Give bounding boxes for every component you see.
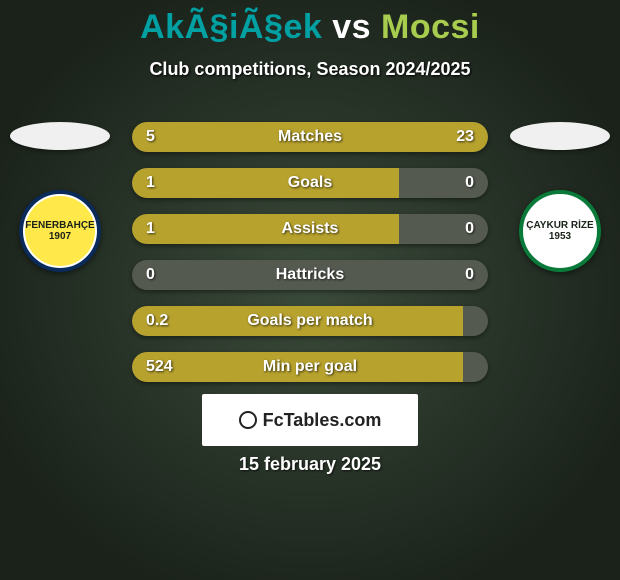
club-logo-right-label: ÇAYKUR RİZE 1953	[525, 196, 595, 266]
stat-label: Matches	[132, 122, 488, 152]
team-right-column: ÇAYKUR RİZE 1953	[500, 122, 620, 272]
competition-subtitle: Club competitions, Season 2024/2025	[0, 59, 620, 80]
stat-label: Min per goal	[132, 352, 488, 382]
stat-row: 523Matches	[132, 122, 488, 152]
club-logo-left-label: FENERBAHÇE 1907	[25, 196, 95, 266]
stat-row: 10Goals	[132, 168, 488, 198]
stats-bars-container: 523Matches 10Goals 10Assists 00Hattricks 0.2…	[132, 122, 488, 398]
footer-date: 15 february 2025	[0, 454, 620, 475]
stat-row: 0.2Goals per match	[132, 306, 488, 336]
stat-label: Goals per match	[132, 306, 488, 336]
brand-badge: FcTables.com	[202, 394, 418, 446]
stat-row: 00Hattricks	[132, 260, 488, 290]
flag-left-icon	[10, 122, 110, 150]
infographic-root: AkÃ§iÃ§ek vs Mocsi Club competitions, Se…	[0, 0, 620, 580]
player1-name: AkÃ§iÃ§ek	[140, 8, 332, 46]
brand-label: FcTables.com	[263, 410, 382, 431]
stat-row: 10Assists	[132, 214, 488, 244]
club-logo-left: FENERBAHÇE 1907	[19, 190, 101, 272]
player2-name: Mocsi	[381, 8, 480, 46]
flag-right-icon	[510, 122, 610, 150]
club-logo-right: ÇAYKUR RİZE 1953	[519, 190, 601, 272]
stat-label: Goals	[132, 168, 488, 198]
stat-label: Assists	[132, 214, 488, 244]
comparison-title: AkÃ§iÃ§ek vs Mocsi	[0, 0, 620, 47]
vs-separator: vs	[332, 8, 381, 46]
stat-label: Hattricks	[132, 260, 488, 290]
ball-icon	[239, 411, 257, 429]
team-left-column: FENERBAHÇE 1907	[0, 122, 120, 272]
stat-row: 524Min per goal	[132, 352, 488, 382]
